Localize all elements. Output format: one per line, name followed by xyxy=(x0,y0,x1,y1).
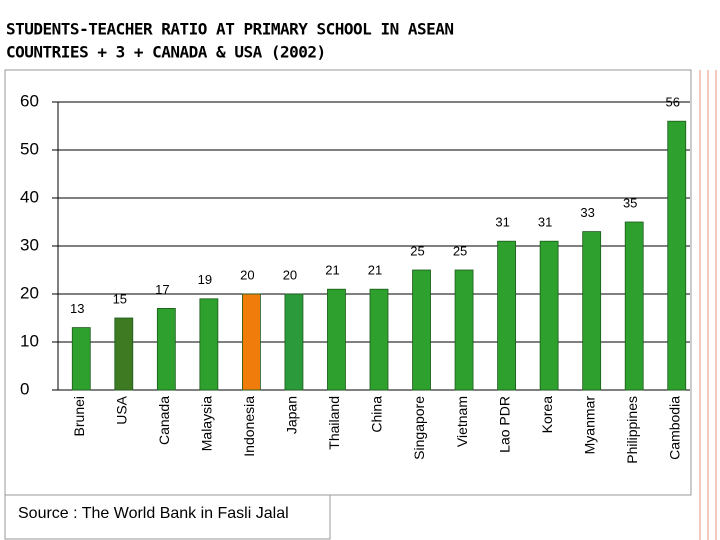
value-label: 33 xyxy=(580,205,594,220)
x-tick-label: Brunei xyxy=(71,396,87,436)
bar xyxy=(412,269,431,391)
bar xyxy=(241,293,261,391)
value-label: 31 xyxy=(495,215,509,230)
chart-title: STUDENTS-TEACHER RATIO AT PRIMARY SCHOOL… xyxy=(6,20,454,39)
bar xyxy=(369,288,389,391)
bar xyxy=(624,221,644,391)
x-tick-label: Canada xyxy=(156,396,172,445)
value-label: 15 xyxy=(113,291,127,306)
value-label: 17 xyxy=(155,282,169,297)
y-tick-label: 10 xyxy=(20,331,39,350)
value-label: 19 xyxy=(198,272,212,287)
y-tick-label: 20 xyxy=(20,283,39,302)
value-label: 21 xyxy=(325,263,339,278)
bar xyxy=(114,317,134,391)
x-tick-label: Malaysia xyxy=(199,396,215,451)
y-tick-label: 40 xyxy=(20,187,39,206)
x-tick-label: Korea xyxy=(539,396,555,434)
chart-title: COUNTRIES + 3 + CANADA & USA (2002) xyxy=(6,43,326,62)
bar xyxy=(156,307,176,391)
x-tick-label: Singapore xyxy=(411,396,427,460)
x-tick-label: Myanmar xyxy=(581,396,597,455)
x-tick-label: Cambodia xyxy=(666,396,682,460)
bar xyxy=(199,298,219,391)
x-tick-label: USA xyxy=(114,395,130,424)
bar xyxy=(539,240,559,391)
x-tick-label: Indonesia xyxy=(241,396,257,457)
source-note: Source : The World Bank in Fasli Jalal xyxy=(18,505,289,522)
x-tick-label: Thailand xyxy=(326,396,342,450)
y-tick-label: 60 xyxy=(20,91,39,110)
value-label: 35 xyxy=(623,195,637,210)
bar xyxy=(582,231,602,391)
bar xyxy=(454,269,474,391)
value-label: 31 xyxy=(538,215,552,230)
source-box xyxy=(4,494,331,540)
bar xyxy=(327,288,346,391)
value-label: 25 xyxy=(453,243,467,258)
value-label: 56 xyxy=(665,95,679,110)
y-tick-label: 30 xyxy=(20,235,39,254)
y-tick-label: 50 xyxy=(20,139,39,158)
plot-frame xyxy=(4,69,692,496)
value-label: 20 xyxy=(283,267,297,282)
bar xyxy=(667,120,687,391)
bar xyxy=(284,293,304,391)
x-tick-label: Philippines xyxy=(624,396,640,464)
value-label: 25 xyxy=(410,243,424,258)
value-label: 20 xyxy=(240,267,254,282)
y-tick-label: 0 xyxy=(20,379,29,398)
x-tick-label: Lao PDR xyxy=(496,396,512,453)
bar xyxy=(497,240,517,391)
value-label: 13 xyxy=(70,301,84,316)
value-label: 21 xyxy=(368,263,382,278)
bar xyxy=(71,327,91,391)
x-tick-label: Japan xyxy=(284,396,300,434)
x-tick-label: Vietnam xyxy=(454,396,470,447)
x-tick-label: China xyxy=(369,396,385,433)
